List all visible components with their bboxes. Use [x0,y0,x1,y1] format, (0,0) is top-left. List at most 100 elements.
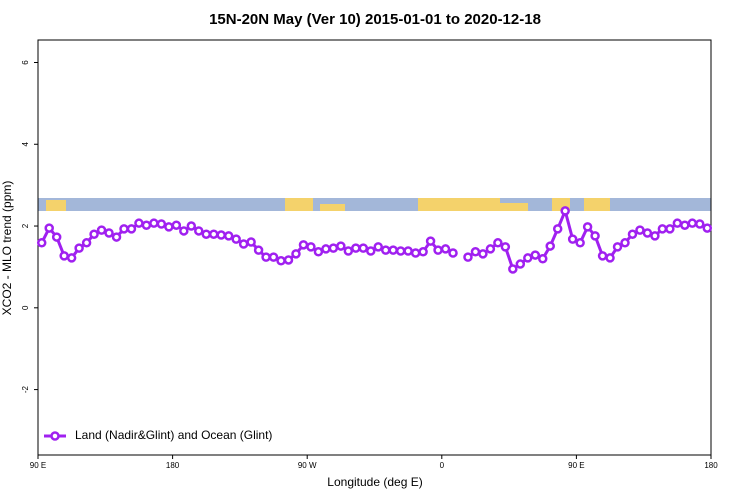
point [395,246,406,256]
point [111,232,122,242]
point [500,242,511,252]
point [59,251,69,261]
point [36,238,47,248]
point [81,238,92,248]
point [89,229,99,239]
x-tick-label: 180 [704,461,718,470]
x-tick-label: 90 E [568,461,584,470]
point [141,220,152,230]
point [695,219,705,229]
point [171,220,182,230]
point [156,219,167,229]
point [433,245,443,255]
point [231,234,241,244]
legend-label: Land (Nadir&Glint) and Ocean (Glint) [75,428,272,442]
map-strip [38,198,711,211]
point [194,226,204,236]
y-tick-label: 2 [21,223,30,228]
x-tick-label: 90 W [298,461,317,470]
point [410,248,421,258]
point [665,224,675,234]
point [418,247,428,257]
point [276,256,286,266]
point [523,253,533,263]
point [96,225,107,235]
point [74,243,84,253]
point [366,246,376,256]
point [313,247,324,257]
point [657,224,668,234]
point [321,244,331,254]
legend-marker [50,431,60,441]
point [530,250,541,260]
point [186,221,197,231]
point [134,218,144,228]
y-axis-label: XCO2 - MLO trend (ppm) [0,181,14,316]
point [358,243,369,253]
point [635,225,645,235]
point [597,251,608,261]
point [508,264,518,274]
point [268,252,279,262]
point [605,253,615,263]
point [448,248,458,258]
point [425,236,436,246]
point [463,252,473,262]
point [246,237,256,247]
point [201,229,211,239]
point [291,249,301,259]
point [223,231,234,241]
point [164,222,174,232]
point [388,245,398,255]
point [567,234,578,244]
point [680,220,690,230]
point [298,240,309,250]
point [351,243,361,253]
x-tick-label: 90 E [30,461,46,470]
point [470,247,481,257]
point [552,224,563,234]
point [253,245,264,255]
y-tick-label: 0 [21,305,30,310]
chart-title: 15N-20N May (Ver 10) 2015-01-01 to 2020-… [209,11,541,28]
point [149,218,159,228]
x-tick-label: 180 [166,461,180,470]
point [687,218,698,228]
point [179,226,189,236]
point [612,242,623,252]
point [261,252,271,262]
x-tick-label: 0 [440,461,445,470]
point [650,231,660,241]
point [66,253,77,263]
point [620,238,630,248]
point [485,244,496,254]
y-tick-label: 4 [21,141,30,146]
point [343,246,354,256]
point [283,255,294,265]
point [216,230,226,240]
point [515,259,526,269]
point [590,231,600,241]
point [575,238,585,248]
point [306,242,316,252]
point [51,232,62,242]
point [545,241,555,251]
point [493,238,503,248]
y-tick-label: 6 [21,60,30,65]
point [582,222,593,232]
point [119,224,129,234]
point [373,242,383,252]
y-tick-label: -2 [21,385,30,393]
point [478,249,488,259]
point [238,239,249,249]
point [642,228,653,238]
point [440,244,451,254]
x-axis-label: Longitude (deg E) [327,475,422,489]
point [672,218,683,228]
point [702,223,713,233]
point [336,241,346,251]
point [560,206,570,216]
point [538,253,548,264]
point [208,229,219,239]
